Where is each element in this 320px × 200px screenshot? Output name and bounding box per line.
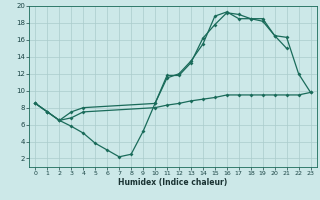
X-axis label: Humidex (Indice chaleur): Humidex (Indice chaleur) (118, 178, 228, 187)
